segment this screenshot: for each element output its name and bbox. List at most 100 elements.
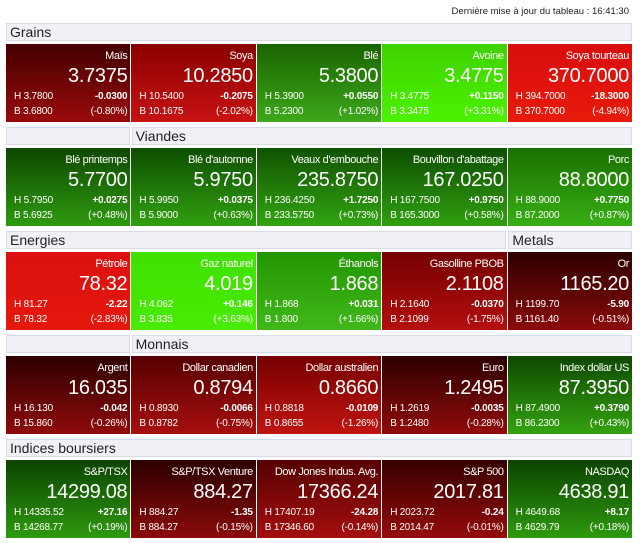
percent-change: (+0.63%) — [213, 210, 253, 221]
low-price: B 5.9000 — [139, 210, 178, 221]
instrument-name: Bouvillon d'abattage — [412, 154, 504, 166]
low-price: B 1161.40 — [515, 314, 559, 325]
low-price: B 17346.60 — [264, 522, 314, 533]
section-header-indices-boursiers: Indices boursiers — [6, 439, 632, 457]
percent-change: (+0.87%) — [589, 210, 629, 221]
quote-tile-ble-d-automne[interactable]: Blé d'automne 5.9750 H 5.9950 B 5.9000 +0.03… — [131, 148, 256, 226]
high-price: H 1.2619 — [390, 403, 430, 414]
high-price: H 4.062 — [139, 299, 174, 310]
price-change: +0.0550 — [343, 91, 379, 102]
quote-tile-ble-printemps[interactable]: Blé printemps 5.7700 H 5.7950 B 5.6925 +0.02… — [6, 148, 131, 226]
quote-tile-dollar-canadien[interactable]: Dollar canadien 0.8794 H 0.8930 B 0.8782 -0.… — [131, 356, 256, 434]
low-price: B 10.1675 — [139, 106, 184, 117]
percent-change: (+0.58%) — [464, 210, 504, 221]
low-price: B 78.32 — [14, 314, 48, 325]
quote-tile-porc[interactable]: Porc 88.8000 H 88.9000 B 87.2000 +0.7750 (+0.… — [507, 148, 632, 226]
quote-tile-s-p-tsx-venture[interactable]: S&P/TSX Venture 884.27 H 884.27 B 884.27 -1.… — [131, 460, 256, 538]
quote-tile-mais[interactable]: Maïs 3.7375 H 3.7800 B 3.6800 -0.0300 (-0.80%… — [6, 44, 131, 122]
instrument-name: Gasolline PBOB — [429, 258, 504, 270]
instrument-name: Dollar canadien — [182, 362, 253, 374]
price-change: +1.7250 — [343, 195, 379, 206]
last-price: 0.8660 — [318, 377, 379, 399]
section-header-row: Viandes — [6, 127, 632, 145]
quote-tile-soya-tourteau[interactable]: Soya tourteau 370.7000 H 394.7000 B 370.700… — [507, 44, 632, 122]
price-change: -18.3000 — [591, 91, 629, 102]
quote-tile-gaz-naturel[interactable]: Gaz naturel 4.019 H 4.062 B 3.835 +0.146 (+3.… — [131, 252, 256, 330]
low-price: B 4629.79 — [515, 522, 560, 533]
percent-change: (-2.02%) — [216, 106, 253, 117]
percent-change: (-0.28%) — [466, 418, 504, 429]
quote-tile-nasdaq[interactable]: NASDAQ 4638.91 H 4649.68 B 4629.79 +8.17 (+0.… — [507, 460, 632, 538]
percent-change: (+0.19%) — [88, 522, 128, 533]
high-price: H 5.9950 — [139, 195, 179, 206]
instrument-name: Veaux d'embouche — [291, 154, 379, 166]
section-header-monnais: Monnais — [131, 335, 632, 353]
instrument-name: Blé d'automne — [188, 154, 253, 166]
percent-change: (+1.66%) — [338, 314, 379, 325]
percent-change: (+1.02%) — [338, 106, 379, 117]
last-price: 1165.20 — [560, 273, 629, 295]
low-price: B 5.6925 — [14, 210, 53, 221]
low-price: B 1.2480 — [390, 418, 429, 429]
quote-tile-ethanols[interactable]: Éthanols 1.868 H 1.868 B 1.800 +0.031 (+1.66%… — [256, 252, 382, 330]
quote-tile-bouvillon-d-abattage[interactable]: Bouvillon d'abattage 167.0250 H 167.7500 B … — [382, 148, 507, 226]
last-update-label: Dernière mise à jour du tableau : 16:41:… — [451, 6, 629, 17]
instrument-name: Dollar australien — [305, 362, 379, 374]
last-price: 5.3800 — [318, 65, 379, 87]
quote-tile-ble[interactable]: Blé 5.3800 H 5.3900 B 5.2300 +0.0550 (+1.02%) — [256, 44, 382, 122]
quote-tile-gasolline-pbob[interactable]: Gasolline PBOB 2.1108 H 2.1640 B 2.1099 -0.0… — [382, 252, 507, 330]
quote-tile-or[interactable]: Or 1165.20 H 1199.70 B 1161.40 -5.90 (-0.51%) — [507, 252, 632, 330]
percent-change: (-4.94%) — [592, 106, 629, 117]
quote-tile-avoine[interactable]: Avoine 3.4775 H 3.4775 B 3.3475 +0.1150 (+3.3… — [382, 44, 507, 122]
high-price: H 5.3900 — [264, 91, 304, 102]
low-price: B 165.3000 — [390, 210, 440, 221]
last-price: 3.4775 — [444, 65, 504, 87]
price-change: -0.0370 — [471, 299, 504, 310]
price-change: -24.28 — [351, 507, 379, 518]
section-header-row: Indices boursiers — [6, 439, 632, 457]
high-price: H 884.27 — [139, 507, 179, 518]
low-price: B 3.835 — [139, 314, 173, 325]
last-price: 5.7700 — [68, 169, 128, 191]
section-header-metals: Metals — [508, 231, 632, 249]
instrument-name: Blé — [363, 50, 379, 62]
quote-tile-s-p-tsx[interactable]: S&P/TSX 14299.08 H 14335.52 B 14268.77 +27.1… — [6, 460, 131, 538]
quote-tile-argent[interactable]: Argent 16.035 H 16.130 B 15.860 -0.042 (-0.26… — [6, 356, 131, 434]
quote-tile-dow-jones-indus-avg[interactable]: Dow Jones Indus. Avg. 17366.24 H 17407.19 B… — [256, 460, 382, 538]
quote-tile-s-p-500[interactable]: S&P 500 2017.81 H 2023.72 B 2014.47 -0.24 (-0… — [382, 460, 507, 538]
quote-tile-veaux-d-embouche[interactable]: Veaux d'embouche 235.8750 H 236.4250 B 233.… — [256, 148, 382, 226]
high-price: H 88.9000 — [515, 195, 561, 206]
instrument-name: S&P/TSX Venture — [171, 466, 253, 478]
percent-change: (-0.14%) — [341, 522, 379, 533]
quote-tile-index-dollar-us[interactable]: Index dollar US 87.3950 H 87.4900 B 86.2300… — [507, 356, 632, 434]
instrument-name: Soya tourteau — [565, 50, 630, 62]
high-price: H 87.4900 — [515, 403, 561, 414]
quote-tile-petrole[interactable]: Pétrole 78.32 H 81.27 B 78.32 -2.22 (-2.83%) — [6, 252, 131, 330]
instrument-name: Euro — [481, 362, 504, 374]
price-change: +0.1150 — [469, 91, 504, 102]
last-price: 1.2495 — [444, 377, 504, 399]
last-price: 2.1108 — [445, 273, 504, 295]
percent-change: (-0.26%) — [90, 418, 128, 429]
quote-tile-dollar-australien[interactable]: Dollar australien 0.8660 H 0.8818 B 0.8655 -… — [256, 356, 382, 434]
last-price: 4638.91 — [558, 481, 630, 503]
high-price: H 0.8818 — [264, 403, 304, 414]
price-change: +0.7750 — [593, 195, 629, 206]
last-price: 4.019 — [204, 273, 253, 295]
tile-row: Pétrole 78.32 H 81.27 B 78.32 -2.22 (-2.83%) G… — [6, 252, 632, 330]
last-price: 78.32 — [78, 273, 128, 295]
section-header-row: Grains — [6, 23, 632, 41]
percent-change: (-1.26%) — [341, 418, 379, 429]
percent-change: (-0.15%) — [216, 522, 253, 533]
price-change: +27.16 — [97, 507, 128, 518]
market-board: Grains Maïs 3.7375 H 3.7800 B 3.6800 -0.0300 (… — [6, 23, 632, 543]
instrument-name: Éthanols — [338, 258, 379, 270]
low-price: B 1.800 — [264, 314, 298, 325]
quote-tile-euro[interactable]: Euro 1.2495 H 1.2619 B 1.2480 -0.0035 (-0.28%… — [382, 356, 507, 434]
quote-tile-soya[interactable]: Soya 10.2850 H 10.5400 B 10.1675 -0.2075 (-2.… — [131, 44, 256, 122]
percent-change: (-0.75%) — [216, 418, 253, 429]
price-change: -0.0066 — [220, 403, 253, 414]
price-change: -0.0109 — [345, 403, 379, 414]
low-price: B 5.2300 — [264, 106, 304, 117]
percent-change: (-0.01%) — [466, 522, 504, 533]
